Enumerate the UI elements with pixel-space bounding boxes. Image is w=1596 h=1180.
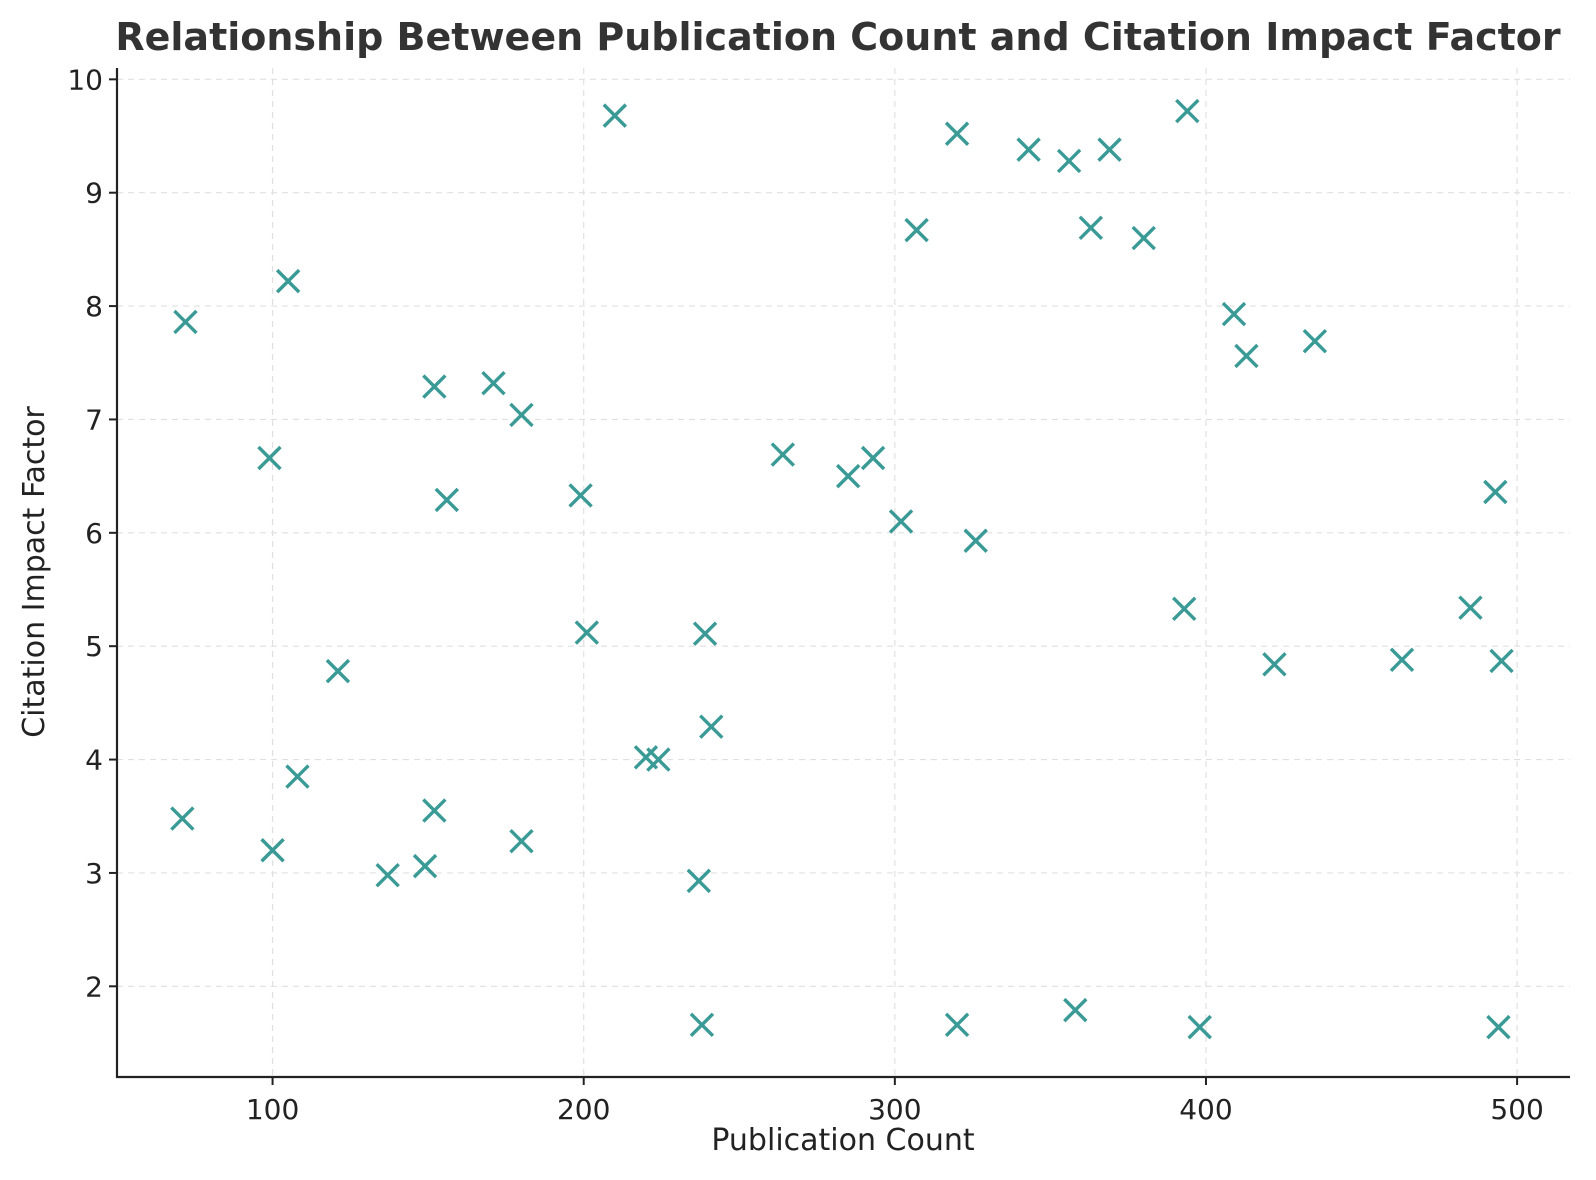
data-point (170, 806, 195, 831)
data-point (835, 463, 861, 489)
data-point (422, 374, 447, 399)
y-tick-label: 8 (85, 290, 103, 323)
data-point (1016, 137, 1041, 162)
y-tick-label: 7 (85, 403, 103, 436)
data-point (1302, 329, 1328, 354)
data-point (1175, 98, 1200, 124)
y-tick-label: 4 (85, 744, 103, 777)
y-axis-label: Citation Impact Factor (17, 406, 52, 738)
data-point (602, 103, 628, 128)
data-point (692, 621, 718, 646)
data-point (481, 370, 506, 396)
x-tick-label: 100 (246, 1093, 299, 1126)
y-tick-label: 3 (85, 857, 103, 890)
data-point (963, 528, 988, 553)
y-tick-label: 10 (67, 63, 103, 96)
grid (117, 68, 1570, 1077)
data-point (509, 828, 534, 854)
data-point (888, 509, 914, 534)
x-tick-label: 500 (1490, 1093, 1543, 1126)
data-point (285, 764, 310, 789)
data-point (860, 445, 886, 471)
y-tick-label: 9 (85, 177, 103, 210)
y-axis-ticks: 2 3 4 5 6 7 8 9 10 (67, 63, 117, 1003)
axis-frame (115, 68, 1570, 1079)
x-axis-ticks: 100 200 300 400 500 (246, 1077, 1544, 1126)
data-point (1486, 1014, 1511, 1040)
x-tick-label: 300 (868, 1093, 921, 1126)
data-point (1489, 648, 1514, 674)
y-tick-label: 5 (85, 630, 103, 663)
data-points (170, 98, 1514, 1040)
data-point (904, 217, 929, 243)
data-point (1221, 301, 1247, 327)
data-point (375, 862, 400, 888)
data-point (944, 121, 970, 146)
data-point (770, 442, 796, 467)
data-point (1097, 137, 1122, 162)
data-point (434, 487, 460, 513)
data-point (173, 309, 198, 335)
data-point (1262, 652, 1287, 677)
data-point (689, 1012, 715, 1038)
data-point (1056, 148, 1082, 174)
data-point (1171, 596, 1197, 621)
data-point (1063, 997, 1088, 1023)
data-point (568, 483, 593, 508)
data-point (699, 714, 724, 739)
x-tick-label: 400 (1179, 1093, 1232, 1126)
data-point (686, 868, 712, 894)
data-point (1234, 343, 1259, 369)
data-point (646, 747, 671, 772)
data-point (260, 838, 285, 863)
data-point (1187, 1014, 1212, 1040)
data-point (574, 620, 600, 645)
data-point (509, 402, 534, 428)
data-point (275, 268, 301, 294)
data-point (422, 798, 447, 823)
data-point (257, 445, 282, 471)
data-point (1389, 647, 1415, 672)
data-point (944, 1012, 970, 1038)
data-point (1458, 595, 1483, 620)
x-tick-label: 200 (557, 1093, 610, 1126)
data-point (325, 658, 351, 684)
y-tick-label: 2 (85, 970, 103, 1003)
data-point (1483, 479, 1508, 505)
x-axis-label: Publication Count (711, 1123, 974, 1158)
data-point (1078, 215, 1104, 241)
data-point (1131, 225, 1156, 251)
data-point (412, 853, 438, 879)
y-tick-label: 6 (85, 517, 103, 550)
chart-title: Relationship Between Publication Count a… (115, 15, 1561, 59)
